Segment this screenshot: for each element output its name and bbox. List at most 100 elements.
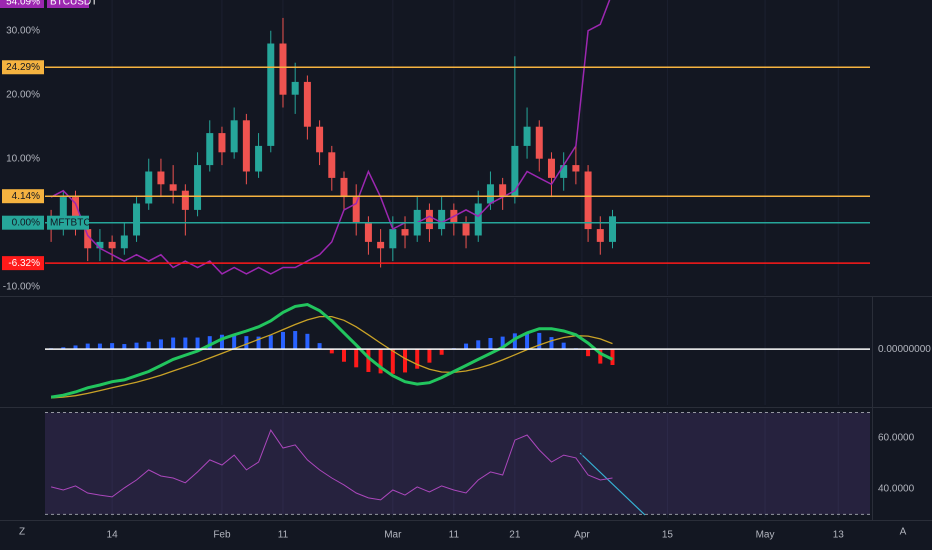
histogram-bar	[268, 335, 273, 350]
histogram-bar	[464, 343, 469, 350]
level-label-box	[2, 256, 44, 271]
candle-body	[511, 145, 519, 198]
candle-body	[389, 229, 397, 249]
candle-body	[535, 126, 543, 159]
candle-body	[377, 241, 385, 249]
histogram-bar	[195, 337, 200, 350]
candle-body	[438, 209, 446, 230]
candle-body	[474, 203, 482, 236]
histogram-bar	[61, 347, 66, 350]
candle-body	[352, 197, 360, 223]
candle-body	[230, 120, 238, 153]
candle-body	[181, 190, 189, 210]
histogram-bar	[207, 336, 212, 350]
candle-body	[157, 171, 165, 185]
compare-value-label: 54.09%	[6, 0, 40, 8]
candle-body	[194, 165, 202, 210]
histogram-bar	[366, 349, 371, 372]
level-label: 0.00%	[12, 217, 40, 228]
histogram-bar	[403, 349, 408, 373]
histogram-bar	[293, 331, 298, 350]
symbol-box	[47, 215, 89, 230]
candle-body	[242, 120, 250, 172]
histogram-bar	[305, 333, 310, 350]
histogram-bar	[110, 343, 115, 350]
compare-name: BTCUSDT	[50, 0, 97, 8]
level-label-box	[2, 215, 44, 230]
y-tick-label: 30.00%	[6, 25, 40, 36]
histogram-bar	[427, 349, 432, 363]
candle-body	[328, 152, 336, 178]
histogram-bar	[317, 343, 322, 350]
histogram-bar	[561, 342, 566, 350]
candle-body	[169, 184, 177, 191]
candle-body	[303, 81, 311, 127]
candle-body	[84, 229, 92, 249]
candle-body	[279, 43, 287, 95]
button[interactable]: Z	[19, 527, 25, 538]
histogram-bar	[488, 338, 493, 350]
candle-body	[59, 197, 67, 230]
candle-body	[255, 145, 263, 172]
macd-line	[50, 302, 614, 399]
histogram-bar	[134, 342, 139, 350]
candle-body	[425, 209, 433, 230]
band-fill	[45, 412, 870, 515]
histogram-bar	[610, 349, 615, 365]
histogram-bar	[525, 332, 530, 350]
symbol-label: MFTBTC	[50, 217, 91, 228]
level-label-box	[2, 189, 44, 204]
histogram-bar	[329, 349, 334, 354]
candle-body	[108, 241, 116, 249]
x-tick-label: Feb	[213, 530, 231, 541]
level-label: 4.14%	[12, 191, 40, 202]
x-tick-label: 13	[833, 530, 845, 541]
candle-body	[523, 126, 531, 146]
candle-body	[316, 126, 324, 153]
x-tick-label: May	[756, 530, 775, 541]
level-label: -6.32%	[8, 258, 40, 269]
candle-body	[96, 241, 104, 249]
candle-body	[364, 222, 372, 242]
histogram-bar	[219, 334, 224, 350]
compare-line	[50, 0, 611, 275]
level-label: 24.29%	[6, 62, 40, 73]
histogram-bar	[378, 349, 383, 374]
histogram-bar	[342, 349, 347, 362]
candle-body	[291, 81, 299, 95]
histogram-bar	[390, 349, 395, 374]
x-tick-label: 21	[509, 530, 521, 541]
x-tick-label: 11	[449, 530, 460, 541]
histogram-bar	[256, 336, 261, 350]
y-tick-label: -10.00%	[3, 281, 40, 292]
histogram-bar	[354, 349, 359, 368]
x-tick-label: Mar	[384, 530, 402, 541]
histogram-bar	[415, 349, 420, 369]
histogram-bar	[244, 336, 249, 350]
histogram-bar	[439, 349, 444, 355]
x-tick-label: 11	[278, 530, 289, 541]
histogram-bar	[586, 349, 591, 357]
histogram-bar	[549, 337, 554, 350]
button[interactable]: A	[900, 527, 907, 538]
signal-line	[51, 315, 613, 399]
candle-body	[340, 177, 348, 198]
candle-body	[145, 171, 153, 204]
candle-body	[560, 165, 568, 178]
candle-body	[120, 235, 128, 249]
candle-body	[462, 222, 470, 236]
candle-body	[584, 171, 592, 230]
candle-body	[133, 203, 141, 236]
histogram-bar	[146, 341, 151, 350]
candle-body	[267, 43, 275, 146]
pane	[45, 412, 870, 515]
histogram-bar	[232, 335, 237, 350]
histogram-bar	[122, 344, 127, 350]
histogram-bar	[280, 331, 285, 350]
histogram-bar	[85, 343, 90, 350]
candle-body	[72, 197, 80, 230]
histogram-bar	[512, 333, 517, 350]
candle-body	[206, 133, 214, 166]
